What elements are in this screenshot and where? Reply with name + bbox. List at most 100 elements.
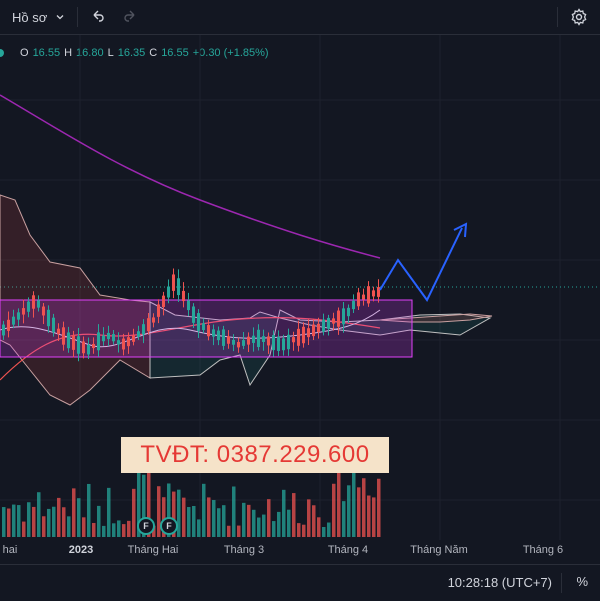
volume-bar [47, 508, 51, 537]
candle-body [227, 336, 230, 344]
candle-body [297, 328, 300, 346]
change-value: +0.30 (+1.85%) [192, 47, 269, 59]
volume-bar [22, 521, 26, 537]
candle-body [302, 326, 305, 344]
low-label: L [107, 47, 114, 59]
volume-bar [107, 487, 111, 537]
price-chart[interactable] [0, 35, 600, 563]
candle-body [247, 336, 250, 345]
candle-body [22, 308, 25, 315]
clock-timezone[interactable]: 10:28:18 (UTC+7) [447, 575, 552, 590]
volume-bar [92, 522, 96, 537]
volume-bar [357, 487, 361, 537]
candle-body [337, 310, 340, 327]
volume-bar [172, 491, 176, 537]
candle-body [102, 335, 105, 342]
status-dot [0, 49, 4, 57]
candle-body [17, 312, 20, 320]
candle-body [322, 319, 325, 332]
volume-bar [52, 506, 56, 537]
open-value: 16.55 [32, 47, 61, 59]
high-label: H [64, 47, 73, 59]
event-badge-label: F [143, 521, 149, 531]
candle-body [272, 335, 275, 351]
volume-bar [192, 505, 196, 537]
volume-bar [327, 522, 331, 537]
ma-long-line [0, 94, 381, 259]
volume-bar [377, 478, 381, 537]
candle-body [367, 286, 370, 304]
volume-bar [72, 488, 76, 537]
percent-scale-toggle[interactable]: % [576, 574, 588, 589]
event-badge-2[interactable]: F [160, 517, 178, 535]
candle-body [72, 335, 75, 350]
event-badge-1[interactable]: F [137, 517, 155, 535]
candle-body [67, 332, 70, 349]
time-label: 2023 [68, 544, 94, 556]
candle-body [122, 338, 125, 350]
volume-bar [67, 516, 71, 537]
volume-bar [32, 506, 36, 537]
volume-bar [227, 525, 231, 537]
volume-bar [137, 472, 141, 537]
volume-bar [77, 498, 81, 537]
candle-body [377, 287, 380, 297]
time-label: Tháng 6 [522, 544, 564, 556]
candle-body [287, 334, 290, 350]
volume-bar [302, 524, 306, 537]
candle-body [257, 329, 260, 348]
candle-body [92, 343, 95, 349]
volume-bar [367, 495, 371, 537]
volume-bar [217, 508, 221, 537]
volume-bar [97, 505, 101, 537]
volume-bar [142, 474, 146, 537]
volume-bar [132, 488, 136, 537]
status-separator [561, 573, 562, 593]
volume-bar [152, 525, 156, 537]
time-label: Tháng 4 [327, 544, 369, 556]
candle-body [112, 334, 115, 342]
open-label: O [20, 47, 29, 59]
candle-body [2, 324, 5, 336]
ohlc-legend: O 16.55 H 16.80 L 16.35 C 16.55 +0.30 (+1.85… [0, 44, 269, 62]
undo-button[interactable] [82, 0, 114, 34]
candle-body [137, 331, 140, 337]
candle-body [352, 300, 355, 310]
top-toolbar: Hồ sơ [0, 0, 600, 35]
candle-body [32, 295, 35, 309]
candle-body [87, 344, 90, 355]
time-axis[interactable]: hai 2023 Tháng Hai Tháng 3 Tháng 4 Tháng… [0, 540, 600, 562]
candle-body [292, 337, 295, 343]
candle-body [252, 335, 255, 343]
volume-bar [57, 497, 61, 537]
contact-watermark: TVĐT: 0387.229.600 [121, 437, 389, 473]
time-label: hai [2, 544, 18, 556]
candle-body [327, 317, 330, 329]
volume-bar [287, 509, 291, 537]
toolbar-separator [557, 7, 558, 27]
settings-button[interactable] [562, 0, 600, 34]
toolbar-separator [77, 7, 79, 27]
candles [2, 268, 380, 362]
volume-bar [157, 486, 161, 537]
time-label: Tháng Hai [127, 544, 179, 556]
candle-body [182, 290, 185, 302]
layout-menu-button[interactable]: Hồ sơ [0, 0, 73, 34]
candle-body [307, 328, 310, 338]
candle-body [222, 329, 225, 346]
volume-bar [187, 507, 191, 537]
redo-button[interactable] [114, 0, 146, 34]
candle-body [12, 316, 15, 325]
volume-bar [372, 497, 376, 537]
candle-body [147, 318, 150, 332]
time-label: Tháng 3 [223, 544, 265, 556]
volume-bar [182, 497, 186, 537]
chevron-down-icon [56, 15, 64, 20]
candle-body [347, 307, 350, 317]
ma-red-line [0, 317, 381, 381]
candle-body [162, 295, 165, 308]
candle-body [232, 339, 235, 345]
forecast-arrowhead [453, 222, 468, 238]
volume-bar [282, 489, 286, 537]
volume-bar [317, 517, 321, 537]
